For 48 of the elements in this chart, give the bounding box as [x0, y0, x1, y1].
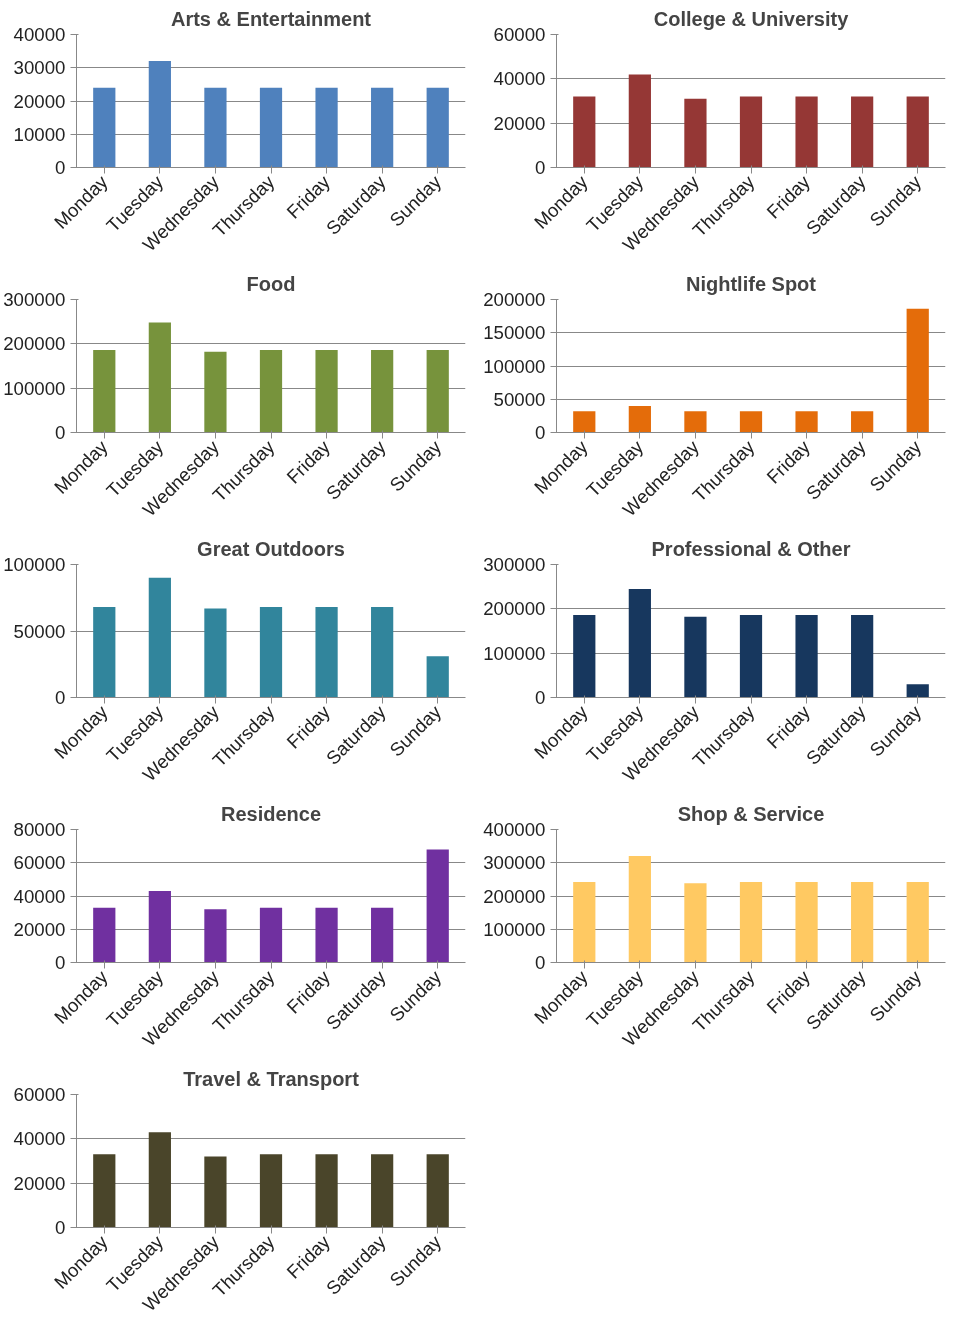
y-tick-label: 20000 [13, 90, 66, 112]
y-tick-label: 0 [55, 157, 66, 178]
y-tick-label: 50000 [493, 388, 546, 410]
y-tick-label: 40000 [13, 24, 66, 45]
y-tick-label: 100000 [3, 377, 66, 399]
y-tick-label: 40000 [13, 885, 66, 907]
y-tick-label: 60000 [13, 852, 66, 874]
y-tick-label: 100000 [483, 355, 546, 377]
y-tick-label: 20000 [13, 918, 66, 940]
y-tick-label: 0 [55, 687, 66, 708]
y-tick-label: 0 [535, 157, 546, 178]
y-tick-label: 0 [535, 687, 546, 708]
chart-title: Food [246, 272, 296, 295]
y-tick-label: 400000 [483, 819, 546, 840]
y-tick-label: 150000 [483, 322, 546, 344]
y-tick-label: 300000 [3, 289, 66, 310]
y-tick-label: 0 [535, 952, 546, 973]
y-tick-label: 0 [535, 422, 546, 443]
y-tick-label: 200000 [483, 598, 546, 620]
y-tick-label: 50000 [13, 620, 66, 642]
chart-title: Nightlife Spot [686, 272, 817, 295]
y-tick-label: 80000 [13, 819, 66, 840]
y-tick-label: 20000 [493, 112, 546, 134]
y-tick-label: 100000 [483, 918, 546, 940]
chart-title: Arts & Entertainment [170, 7, 372, 30]
y-tick-label: 200000 [483, 885, 546, 907]
y-tick-label: 40000 [493, 68, 546, 90]
y-tick-label: 20000 [13, 1172, 66, 1194]
y-tick-label: 0 [55, 1217, 66, 1238]
y-tick-label: 100000 [3, 554, 66, 575]
y-tick-label: 60000 [13, 1084, 66, 1105]
y-tick-label: 30000 [13, 57, 66, 79]
y-tick-label: 300000 [483, 554, 546, 575]
y-tick-label: 300000 [483, 852, 546, 874]
y-tick-label: 100000 [483, 642, 546, 664]
chart-title: Travel & Transport [183, 1067, 360, 1090]
chart-title: College & University [653, 7, 850, 30]
chart-title: Professional & Other [651, 537, 851, 560]
y-tick-label: 0 [55, 952, 66, 973]
chart-title: Shop & Service [677, 802, 825, 825]
chart-title: Residence [220, 802, 322, 825]
y-tick-label: 200000 [3, 333, 66, 355]
y-tick-label: 10000 [13, 123, 66, 145]
y-tick-label: 0 [55, 422, 66, 443]
y-tick-label: 60000 [493, 24, 546, 45]
chart-title: Great Outdoors [197, 537, 345, 560]
y-tick-label: 40000 [13, 1128, 66, 1150]
y-tick-label: 200000 [483, 289, 546, 310]
